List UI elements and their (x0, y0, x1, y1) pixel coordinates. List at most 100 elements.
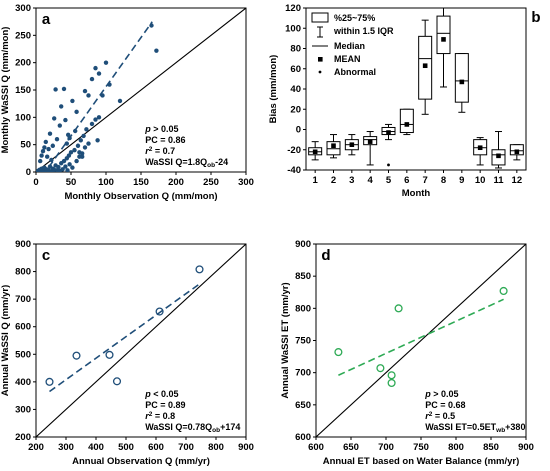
box-month-12 (509, 144, 524, 161)
data-point (46, 146, 51, 152)
one-to-one-line (316, 244, 526, 437)
stat-text: +380 (505, 422, 525, 432)
x-axis-label: Annual ET based on Water Balance (mm/yr) (323, 456, 520, 467)
data-point (81, 133, 86, 139)
box-month-3 (344, 134, 359, 156)
x-tick-label: 400 (88, 442, 104, 453)
y-tick-label: 500 (15, 349, 31, 360)
data-point (43, 139, 48, 145)
panel-letter: a (42, 11, 51, 28)
mean-marker (459, 79, 465, 85)
data-point (66, 132, 71, 138)
data-point (63, 164, 68, 169)
y-tick-label: 750 (295, 336, 311, 347)
x-tick-label: 600 (308, 442, 324, 453)
data-point (89, 121, 95, 127)
stat-line: p < 0.05 (144, 389, 178, 399)
legend-box-swatch (311, 12, 329, 23)
x-tick-label: 700 (178, 442, 194, 453)
y-tick-label: 200 (15, 432, 31, 443)
regression-line (49, 283, 200, 393)
box-month-9 (454, 53, 469, 113)
x-tick-label: 200 (28, 442, 44, 453)
data-point (49, 157, 54, 163)
x-tick-label: 5 (386, 175, 392, 186)
stat-symbol: p (424, 389, 431, 399)
data-point (70, 98, 75, 104)
x-tick-label: 4 (368, 175, 374, 186)
data-point (112, 377, 122, 386)
stat-text: = 0.8 (152, 411, 175, 421)
stat-line: r2 = 0.5 (425, 411, 455, 421)
data-point (53, 87, 58, 92)
stat-text: < 0.05 (151, 389, 179, 399)
one-to-one-line (36, 244, 246, 437)
mean-marker (386, 130, 391, 135)
stat-text: PC = 0.68 (425, 400, 465, 410)
legend-label: Abnormal (334, 67, 376, 77)
x-tick-label: 750 (413, 442, 429, 453)
stat-line: WaSSI Q=1.8Qob-24 (145, 157, 228, 169)
data-point (93, 117, 98, 122)
stat-symbol: r (145, 146, 149, 156)
data-point (65, 168, 70, 172)
data-point (67, 162, 72, 167)
stat-line: r2 = 0.7 (145, 146, 175, 156)
box-month-2 (326, 134, 341, 159)
stat-line: PC = 0.89 (145, 400, 185, 410)
y-tick-label: 100 (15, 112, 31, 123)
x-tick-label: 7 (423, 175, 428, 186)
y-axis-label: Monthly WaSSI Q (mm/mon) (0, 27, 11, 154)
x-tick-label: 2 (331, 175, 336, 186)
regression-line (44, 21, 153, 172)
y-axis-label: Annual WaSSI ET (mm/yr) (280, 282, 291, 398)
x-tick-label: 150 (133, 177, 149, 188)
x-tick-label: 10 (475, 175, 486, 186)
data-point (52, 116, 57, 121)
stat-symbol: r (145, 411, 149, 421)
y-tick-label: 700 (15, 294, 31, 305)
data-point (73, 128, 78, 134)
iqr-box (326, 141, 341, 156)
stat-symbol: r (425, 411, 429, 421)
panel-a-scatter: 0 50 100 150 200 250 300 0 50 100 150 200 250 300 Mont… (0, 3, 254, 202)
stat-line: WaSSI Q=0.78Qob+174 (145, 422, 240, 434)
data-point (74, 158, 79, 164)
y-tick-label: 850 (295, 271, 311, 282)
box-month-6 (399, 108, 414, 136)
stat-text: WaSSI Q=0.78Q (145, 422, 212, 432)
mean-marker (514, 149, 520, 155)
y-tick-label: 50 (20, 140, 31, 151)
y-tick-label: 40 (290, 84, 301, 95)
plot-marks (36, 244, 246, 437)
data-point (72, 351, 81, 360)
stat-text: PC = 0.89 (145, 400, 185, 410)
box-month-5 (381, 123, 396, 167)
x-tick-label: 900 (238, 442, 254, 453)
y-tick-label: 900 (295, 239, 311, 250)
data-point (154, 48, 159, 53)
data-point (45, 154, 50, 159)
legend-label: Median (334, 41, 365, 51)
x-tick-label: 100 (98, 177, 114, 188)
data-point (59, 104, 64, 109)
data-point (107, 82, 112, 87)
stat-text: +174 (220, 422, 240, 432)
y-tick-label: 300 (15, 404, 31, 415)
plot-marks (316, 244, 526, 437)
x-axis-label: Monthly Observation Q (mm/mon) (64, 191, 217, 202)
stat-line: p > 0.05 (144, 124, 178, 134)
abnormal-point (387, 163, 390, 167)
plot-frame (35, 243, 247, 438)
data-point (376, 364, 385, 373)
stat-sup: 2 (149, 146, 153, 153)
stat-text: > 0.05 (431, 389, 459, 399)
data-point (95, 138, 100, 143)
stat-text: > 0.05 (151, 124, 179, 134)
data-point (96, 71, 102, 76)
regression-line (338, 298, 504, 376)
data-point (82, 145, 88, 150)
legend-label: %25~75% (334, 13, 375, 23)
mean-marker (367, 139, 373, 144)
